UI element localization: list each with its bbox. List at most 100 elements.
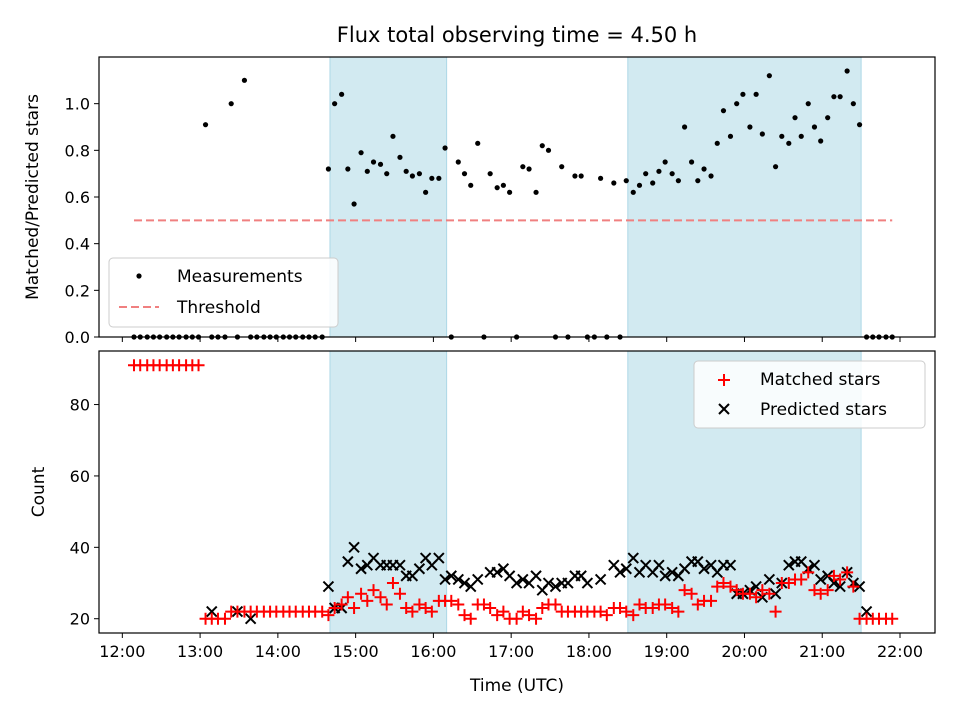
measurement-point [325,166,332,172]
measurement-point [779,133,785,139]
matched-star-point [614,602,627,615]
matched-stars-points [127,359,899,625]
matched-star-point [827,569,840,582]
measurement-point [811,124,818,130]
matched-star-point [705,594,718,607]
predicted-stars-points [206,541,873,625]
matched-star-point [322,609,335,622]
x-tick-label: 19:00 [644,642,690,661]
measurement-point [772,164,779,170]
matched-star-point [419,602,432,615]
measurement-point [578,173,584,179]
measurement-point [487,171,493,177]
matched-star-point [406,605,419,618]
matched-star-point [627,609,640,622]
legend-threshold-label: Threshold [176,298,261,318]
x-tick-label: 22:00 [877,642,923,661]
predicted-star-point [433,552,445,564]
matched-star-point [458,609,471,622]
x-tick-label: 20:00 [721,642,767,661]
matched-star-point [523,609,536,622]
measurement-point [351,201,357,207]
measurement-point [611,180,617,186]
matched-star-point [717,577,730,590]
predicted-star-point [530,570,542,582]
measurement-point [397,154,403,160]
top-y-tick-label: 0.4 [65,235,90,254]
matched-star-point [477,598,490,611]
measurement-point [429,175,435,181]
measurement-point [202,122,209,128]
measurement-point [740,91,746,97]
measurement-point [370,159,377,165]
matched-star-point [834,573,847,586]
bot-y-tick-label: 40 [70,538,90,557]
matched-star-point [808,584,821,597]
predicted-star-point [653,559,665,571]
matched-star-point [536,602,549,615]
measurement-point [559,164,565,170]
measurement-point [688,159,695,165]
predicted-star-point [853,580,866,593]
top-shade-region [329,56,448,338]
predicted-star-point [620,563,632,575]
measurement-point [805,101,811,107]
matched-star-point [425,605,438,618]
matched-star-point [743,587,756,600]
measurement-point [539,143,545,149]
predicted-star-point [627,552,639,564]
measurement-point [681,124,688,130]
predicted-star-point [517,573,529,586]
measurement-point [403,168,409,174]
measurement-point [520,164,526,170]
measurement-point [798,133,804,139]
top-y-tick-label: 0.6 [65,188,90,207]
matched-star-point [316,605,329,618]
measurement-point [345,166,351,172]
measurement-point [753,91,759,97]
matched-star-point [386,577,399,590]
bottom-legend-box [693,360,926,429]
measurement-point [598,175,604,181]
measurement-point [442,145,448,151]
predicted-star-point [666,566,678,579]
matched-star-point [328,602,341,615]
predicted-star-point [581,577,594,589]
matched-star-point [666,602,679,615]
predicted-star-point [860,605,873,618]
matched-star-point [730,584,743,597]
measurement-point [850,101,856,107]
matched-star-point [464,612,477,625]
matched-star-point [750,591,763,604]
measurement-point [643,171,649,177]
measurement-point [630,189,636,195]
matched-star-point [341,591,354,604]
measurement-point [572,173,578,179]
measurement-point [856,122,863,128]
bot-shade-region [329,350,448,634]
measurement-point [669,171,675,177]
measurement-point [708,173,714,179]
legend-predicted-marker [718,403,730,415]
measurement-point [695,178,701,184]
matched-star-point [691,598,704,611]
measurement-point [228,101,234,107]
matched-star-point [646,602,659,615]
measurement-point [507,189,513,195]
predicted-star-point [594,573,607,586]
measurement-point [825,115,831,121]
top-y-tick-label: 0.8 [65,141,90,160]
predicted-star-point [814,573,827,586]
matched-star-point [367,584,380,597]
matched-star-point [361,594,374,607]
measurement-point [701,166,707,172]
bottom-y-ticks: 20 40 60 80 [70,396,99,629]
matched-star-point [400,602,413,615]
matched-star-point [756,584,769,597]
matched-star-point [659,598,672,611]
measurement-point [675,178,681,184]
measurement-point [241,77,248,83]
measurement-point [364,168,370,174]
matched-star-point [802,566,815,579]
